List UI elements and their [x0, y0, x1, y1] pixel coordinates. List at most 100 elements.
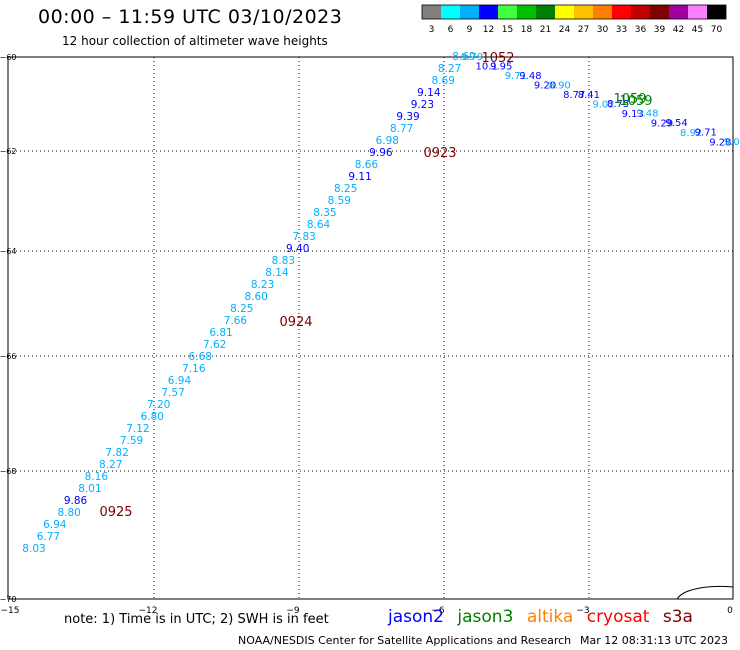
- wave-height-label: 9.71: [505, 71, 527, 82]
- wave-height-label: 8.25: [230, 303, 253, 315]
- legend-swatch: [460, 5, 479, 19]
- wave-height-label: 9.39: [396, 111, 419, 123]
- legend-label: 21: [540, 25, 551, 35]
- wave-height-label: 7.82: [105, 447, 128, 459]
- wave-height-label: 9.29: [651, 118, 673, 129]
- lon-label: 0: [727, 606, 733, 616]
- wave-height-label: 6.94: [168, 375, 192, 387]
- map-frame: [7, 56, 734, 600]
- footnote: note: 1) Time is in UTC; 2) SWH is in fe…: [64, 612, 329, 627]
- legend-swatch: [631, 5, 650, 19]
- wave-height-label: 10.1: [475, 62, 497, 73]
- legend-swatch: [498, 5, 517, 19]
- wave-height-label: 8.77: [390, 123, 413, 135]
- wave-height-label: 8.60: [244, 291, 267, 303]
- legend-label: 9: [467, 25, 473, 35]
- wave-height-label: 9.71: [695, 128, 717, 139]
- wave-height-label: 9.79: [461, 52, 483, 63]
- lat-label: −62: [0, 147, 16, 156]
- wave-height-label: 9.23: [411, 99, 434, 111]
- legend-swatch: [536, 5, 555, 19]
- wave-height-label: 6.80: [141, 411, 164, 423]
- legend-label: 24: [559, 25, 571, 35]
- legend-swatch: [593, 5, 612, 19]
- legend-label: 12: [483, 25, 494, 35]
- wave-height-label: 6.77: [37, 531, 60, 543]
- legend-label: 70: [711, 25, 723, 35]
- wave-height-label: 8.69: [432, 75, 455, 87]
- legend-label: 6: [448, 25, 454, 35]
- wave-height-label: 9.02: [592, 100, 614, 111]
- legend-label: 39: [654, 25, 666, 35]
- legend-swatch: [650, 5, 669, 19]
- lon-label: −3: [576, 606, 589, 616]
- wave-height-label: 7.16: [182, 363, 206, 375]
- pass-time-label: 0925: [99, 505, 132, 520]
- legend-label: 33: [616, 25, 627, 35]
- legend-swatch: [517, 5, 536, 19]
- pass-time-label: 1052: [481, 51, 514, 66]
- mission-s3a: s3a: [662, 607, 693, 627]
- mission-cryosat: cryosat: [586, 607, 650, 627]
- wave-height-label: 9.14: [417, 87, 441, 99]
- wave-height-label: 7.20: [147, 399, 170, 411]
- wave-height-label: 9.86: [64, 495, 88, 507]
- legend-label: 30: [597, 25, 609, 35]
- map-subtitle: 12 hour collection of altimeter wave hei…: [62, 34, 328, 48]
- wave-height-label: 6.68: [189, 351, 212, 363]
- legend-swatch: [688, 5, 707, 19]
- wave-height-label: 9.48: [519, 71, 541, 82]
- wave-height-label: 8.66: [355, 159, 379, 171]
- pass-time-label: 1059: [613, 92, 646, 107]
- lat-label: −66: [0, 352, 16, 361]
- wave-height-label: 8.27: [99, 459, 122, 471]
- wave-height-label: 7.62: [203, 339, 226, 351]
- wave-height-label: 7.57: [161, 387, 184, 399]
- legend-label: 36: [635, 25, 647, 35]
- wave-height-label: 9.96: [369, 147, 393, 159]
- wave-height-label: 9.20: [534, 81, 556, 92]
- pass-time-label: 0924: [279, 315, 312, 330]
- mission-legend: jason2 jason3 altika cryosat s3a: [388, 607, 701, 627]
- wave-height-label: 8.90: [549, 80, 571, 91]
- wave-height-label: 8.92: [680, 128, 702, 139]
- wave-height-label: 8.64: [307, 219, 331, 231]
- legend-label: 18: [521, 25, 533, 35]
- lon-label: −15: [1, 606, 20, 616]
- wave-height-label: 9.48: [636, 109, 658, 120]
- legend-swatch: [555, 5, 574, 19]
- mission-jason3: jason3: [457, 607, 514, 627]
- wave-height-label: 9.11: [348, 171, 371, 183]
- pass-time-label: 1059: [619, 94, 652, 109]
- wave-height-label: 9.13: [622, 109, 644, 120]
- legend-swatch: [707, 5, 726, 19]
- legend-swatch: [479, 5, 498, 19]
- lon-label: −6: [431, 606, 445, 616]
- lat-label: −68: [0, 467, 16, 476]
- wave-height-label: 6.94: [43, 519, 67, 531]
- wave-height-label: 7.59: [120, 435, 143, 447]
- wave-height-label: 8.27: [438, 63, 461, 75]
- lon-label: −9: [286, 606, 300, 616]
- wave-height-label: 6.81: [209, 327, 232, 339]
- legend-label: 42: [673, 25, 684, 35]
- wave-height-label: 9.04: [724, 137, 740, 148]
- legend-swatch: [441, 5, 460, 19]
- wave-height-label: 8.01: [78, 483, 101, 495]
- wave-height-label: 8.25: [334, 183, 357, 195]
- wave-height-label: 8.80: [57, 507, 80, 519]
- wave-height-label: 9.54: [665, 118, 687, 129]
- wave-height-label: 6.98: [376, 135, 399, 147]
- wave-height-label: 9.40: [286, 243, 309, 255]
- wave-height-label: 8.59: [328, 195, 351, 207]
- legend-swatch: [574, 5, 593, 19]
- legend-label: 45: [692, 25, 703, 35]
- wave-height-label: 8.16: [85, 471, 109, 483]
- wave-height-label: 8.23: [251, 279, 274, 291]
- wave-height-label: 8.41: [578, 90, 600, 101]
- wave-height-label: 7.66: [224, 315, 248, 327]
- wave-height-label: 9.95: [490, 61, 512, 72]
- wave-height-label: 8.14: [265, 267, 289, 279]
